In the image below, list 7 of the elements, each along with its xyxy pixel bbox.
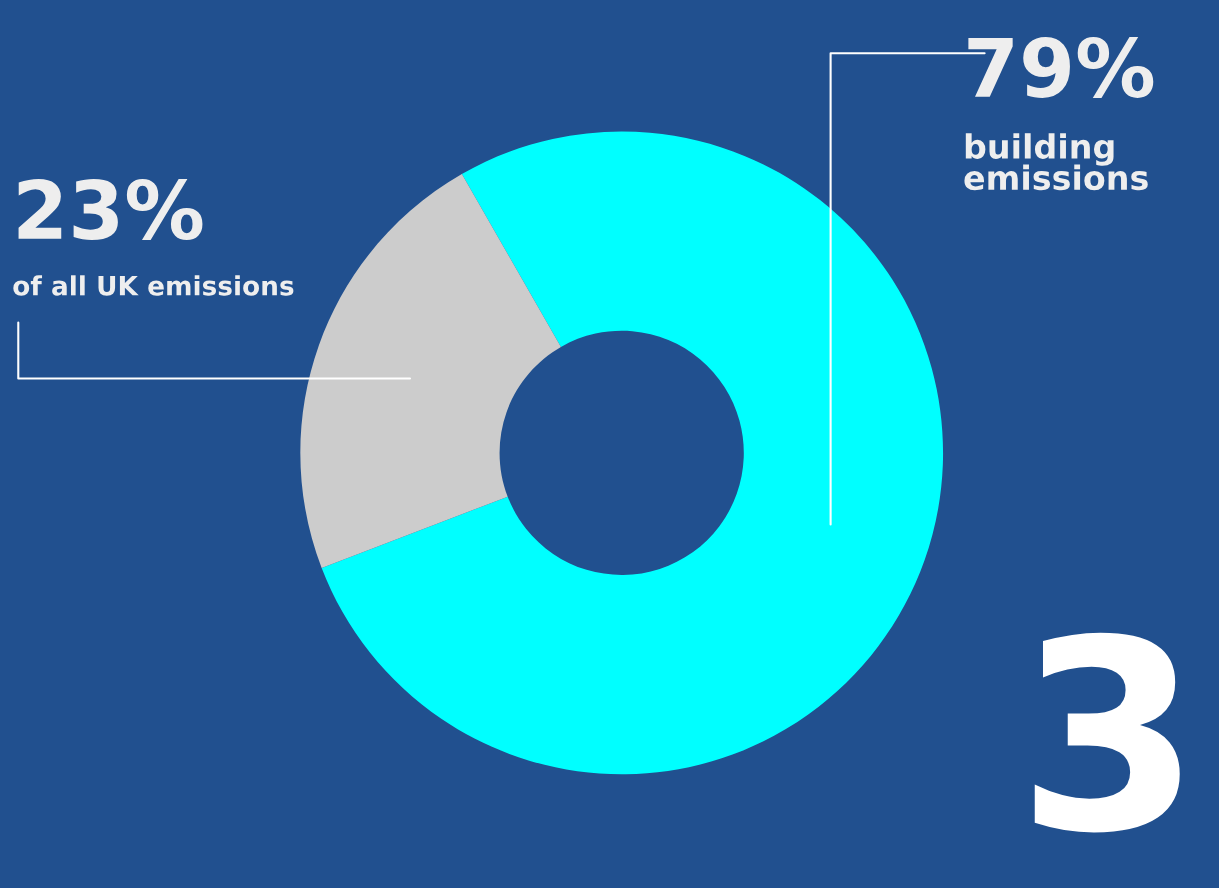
slice-label: building emissions [964, 133, 1148, 191]
text: 3 [1034, 632, 1180, 833]
slice-label: of all UK emissions [13, 275, 294, 296]
data-label: 23% [18, 179, 203, 240]
donut-slice [321, 131, 944, 775]
donut-slice [300, 174, 561, 569]
data-label: 79% [968, 36, 1154, 98]
